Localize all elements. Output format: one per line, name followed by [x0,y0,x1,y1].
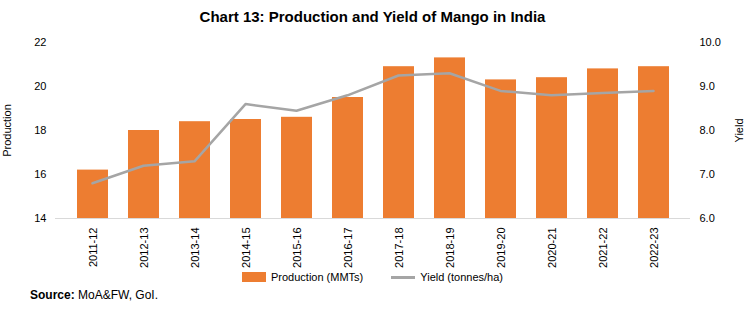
svg-text:2020-21: 2020-21 [546,228,558,268]
svg-text:2012-13: 2012-13 [138,228,150,268]
svg-text:2019-20: 2019-20 [495,228,507,268]
svg-text:Yield: Yield [733,118,745,142]
svg-text:2015-16: 2015-16 [291,228,303,268]
svg-text:20: 20 [34,80,46,92]
svg-text:22: 22 [34,36,46,48]
svg-text:2011-12: 2011-12 [87,228,99,268]
svg-text:Production: Production [1,104,13,157]
svg-text:8.0: 8.0 [700,124,715,136]
svg-text:7.0: 7.0 [700,168,715,180]
svg-text:14: 14 [34,212,46,224]
svg-text:2022-23: 2022-23 [648,228,660,268]
svg-text:9.0: 9.0 [700,80,715,92]
svg-text:2018-19: 2018-19 [444,228,456,268]
svg-text:6.0: 6.0 [700,212,715,224]
svg-text:16: 16 [34,168,46,180]
svg-text:18: 18 [34,124,46,136]
svg-text:2017-18: 2017-18 [393,228,405,268]
svg-text:2014-15: 2014-15 [240,228,252,268]
svg-text:2021-22: 2021-22 [597,228,609,268]
html-text:Chart 13: Production and Yield: Chart 13: Production and Yield of Mango … [199,8,546,25]
html-text:Production (MMTs): Production (MMTs) [271,271,364,283]
svg-text:2013-14: 2013-14 [189,228,201,268]
html-text:Source: MoA&FW, GoI.: Source: MoA&FW, GoI. [30,288,158,302]
html-text:Yield (tonnes/ha): Yield (tonnes/ha) [420,271,503,283]
svg-text:2016-17: 2016-17 [342,228,354,268]
svg-text:10.0: 10.0 [700,36,721,48]
